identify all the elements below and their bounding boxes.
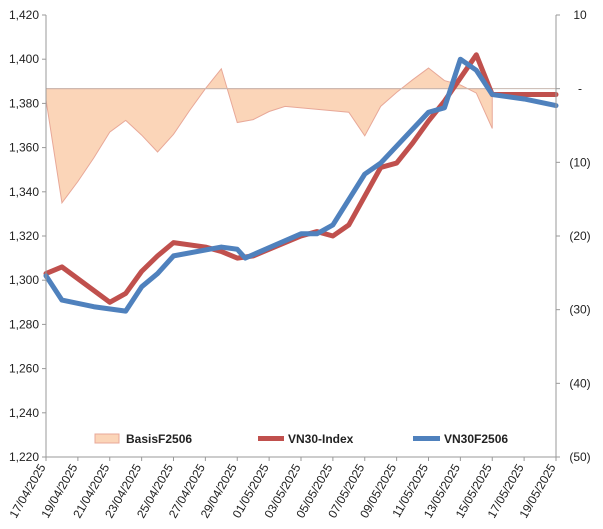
legend: BasisF2506 VN30-Index VN30F2506 <box>94 432 508 446</box>
left-tick-label: 1,240 <box>9 406 39 420</box>
legend-label-vn30-index: VN30-Index <box>288 432 354 446</box>
axes: 1,220 1,240 1,260 1,280 1,300 1,320 1,340 1,360… <box>6 8 590 521</box>
right-tick-label: (40) <box>569 376 590 390</box>
left-tick-label: 1,360 <box>9 141 39 155</box>
left-tick-label: 1,260 <box>9 362 39 376</box>
left-tick-label: 1,320 <box>9 229 39 243</box>
left-tick-label: 1,220 <box>9 450 39 464</box>
left-tick-label: 1,380 <box>9 96 39 110</box>
left-tick-label: 1,400 <box>9 52 39 66</box>
legend-label-basis: BasisF2506 <box>126 432 192 446</box>
plot-area <box>43 52 559 314</box>
left-tick-label: 1,300 <box>9 273 39 287</box>
right-tick-label: - <box>578 82 582 96</box>
left-tick-label: 1,280 <box>9 317 39 331</box>
right-tick-label: 10 <box>573 8 587 22</box>
right-tick-label: (30) <box>569 303 590 317</box>
right-tick-label: (10) <box>569 155 590 169</box>
legend-swatch-basis <box>94 433 120 444</box>
left-tick-label: 1,420 <box>9 8 39 22</box>
right-tick-label: (50) <box>569 450 590 464</box>
basis-area <box>45 67 493 205</box>
left-tick-label: 1,340 <box>9 185 39 199</box>
legend-label-vn30f: VN30F2506 <box>444 432 508 446</box>
vn30f-line <box>43 56 559 314</box>
right-tick-label: (20) <box>569 229 590 243</box>
